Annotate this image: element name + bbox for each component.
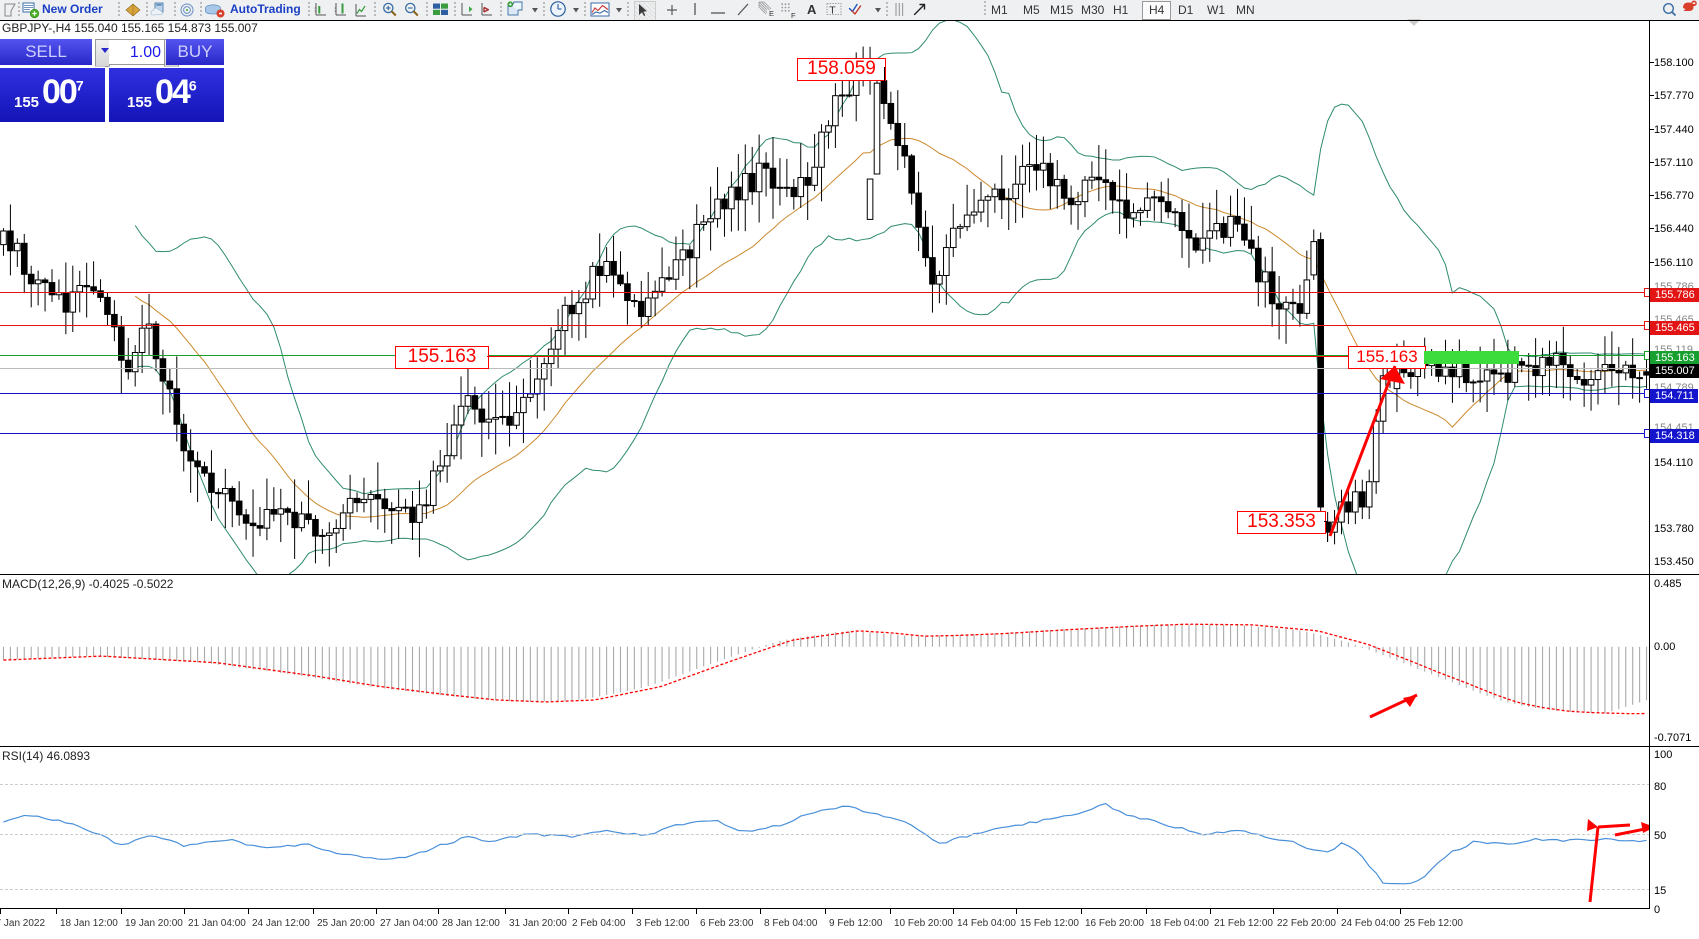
- svg-text:E: E: [769, 9, 774, 17]
- svg-text:T: T: [829, 4, 836, 16]
- svg-text:F: F: [791, 11, 796, 19]
- svg-text:A: A: [807, 2, 817, 17]
